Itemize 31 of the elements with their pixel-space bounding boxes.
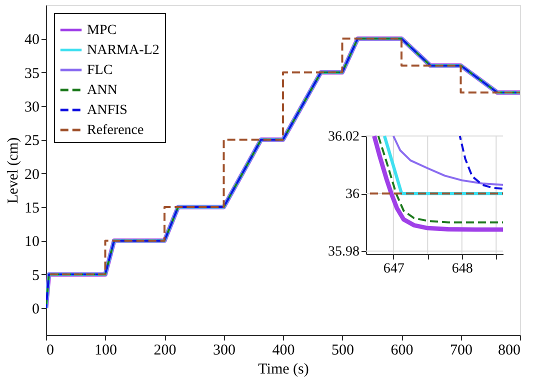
- y-tick-label: 36.02: [328, 130, 360, 144]
- legend-label: NARMA-L2: [87, 43, 160, 58]
- x-tick-label: 200: [154, 342, 176, 358]
- y-tick-label: 20: [24, 166, 40, 183]
- x-tick-label: 700: [450, 342, 472, 358]
- x-tick-label: 300: [213, 342, 236, 358]
- y-tick-label: 35.98: [328, 244, 360, 260]
- legend-label: Reference: [87, 123, 144, 138]
- x-tick-label: 0: [46, 342, 54, 358]
- legend-label: ANFIS: [87, 103, 128, 118]
- x-tick-label: 648: [452, 262, 473, 276]
- x-tick-label: 100: [94, 342, 117, 358]
- y-tick-label: 5: [32, 268, 40, 284]
- x-tick-label: 400: [272, 342, 295, 358]
- legend-label: MPC: [87, 23, 117, 38]
- y-tick-label: 36: [346, 187, 360, 202]
- y-tick-label: 35: [24, 66, 40, 82]
- x-axis-title: Time (s): [258, 362, 309, 378]
- x-tick-label: 500: [332, 342, 354, 358]
- y-axis-title: Level (cm): [6, 137, 22, 204]
- legend-label: FLC: [87, 63, 113, 78]
- y-tick-label: 30: [24, 100, 40, 116]
- y-tick-label: 0: [32, 302, 40, 318]
- x-tick-label: 800: [498, 342, 520, 358]
- y-tick-label: 10: [24, 234, 40, 250]
- legend-label: ANN: [87, 83, 118, 98]
- x-tick-label: 647: [383, 262, 404, 276]
- y-tick-label: 40: [24, 32, 40, 48]
- y-tick-label: 15: [24, 200, 40, 217]
- y-tick-label: 25: [24, 133, 40, 150]
- x-tick-label: 600: [390, 342, 414, 358]
